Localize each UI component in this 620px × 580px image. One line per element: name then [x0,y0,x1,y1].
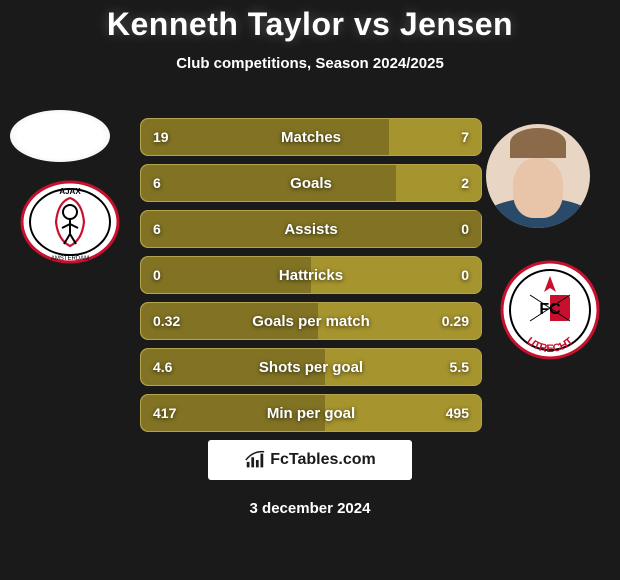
stat-row-matches: 19 Matches 7 [140,118,482,156]
stat-left-value: 6 [153,175,161,191]
stat-row-shots-per-goal: 4.6 Shots per goal 5.5 [140,348,482,386]
stat-left-value: 417 [153,405,176,421]
stat-row-hattricks: 0 Hattricks 0 [140,256,482,294]
stat-left-value: 6 [153,221,161,237]
subtitle: Club competitions, Season 2024/2025 [0,55,620,72]
stat-right-value: 5.5 [450,359,469,375]
club-badge-left: AJAX AMSTERDAM [20,180,120,265]
player-left-avatar [10,110,110,162]
stat-label: Goals [290,175,332,192]
stat-left-value: 0 [153,267,161,283]
stat-label: Min per goal [267,405,355,422]
player-right-avatar [486,124,590,228]
stat-label: Hattricks [279,267,343,284]
stats-container: 19 Matches 7 6 Goals 2 6 Assists 0 0 Hat… [140,118,482,440]
brand-link[interactable]: FcTables.com [208,440,412,480]
date-text: 3 december 2024 [0,500,620,517]
svg-text:FC: FC [539,301,561,318]
stat-right-value: 0 [461,221,469,237]
svg-text:AJAX: AJAX [59,187,81,196]
page-title: Kenneth Taylor vs Jensen [0,0,620,43]
stat-left-value: 0.32 [153,313,180,329]
svg-text:AMSTERDAM: AMSTERDAM [51,256,89,262]
stat-label: Matches [281,129,341,146]
stat-label: Assists [284,221,337,238]
stat-label: Shots per goal [259,359,363,376]
stat-left-value: 19 [153,129,169,145]
stat-right-value: 7 [461,129,469,145]
stat-row-goals: 6 Goals 2 [140,164,482,202]
stat-left-value: 4.6 [153,359,172,375]
club-badge-right: FC UTRECHT [500,260,600,345]
stat-right-value: 2 [461,175,469,191]
chart-icon [244,449,266,471]
brand-text: FcTables.com [270,451,376,469]
stat-row-min-per-goal: 417 Min per goal 495 [140,394,482,432]
stat-row-assists: 6 Assists 0 [140,210,482,248]
stat-right-value: 0 [461,267,469,283]
stat-row-goals-per-match: 0.32 Goals per match 0.29 [140,302,482,340]
stat-right-value: 0.29 [442,313,469,329]
stat-label: Goals per match [252,313,370,330]
stat-right-value: 495 [446,405,469,421]
